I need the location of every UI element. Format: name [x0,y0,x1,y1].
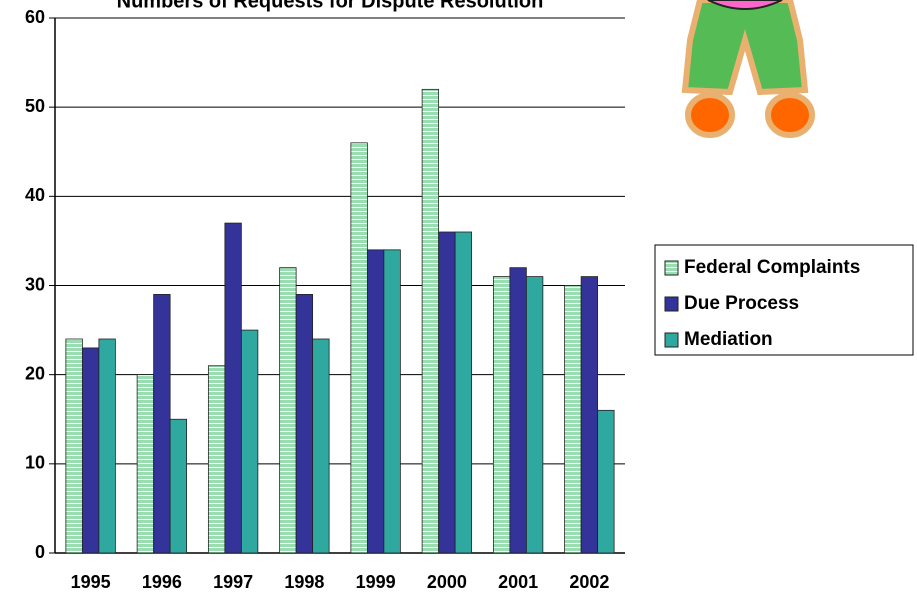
bar [421,88,440,554]
bar [169,418,188,554]
y-tick-label: 10 [25,453,45,473]
bar [312,338,330,554]
x-tick-label: 1996 [142,572,182,592]
x-tick-label: 1998 [284,572,324,592]
y-tick-label: 40 [25,185,45,205]
cartoon [681,0,815,138]
bar [492,276,511,554]
bar [136,374,155,554]
bar [564,285,582,554]
bar [65,338,83,554]
y-tick-label: 20 [25,363,45,383]
bar [525,276,544,554]
bar [207,365,226,554]
bar [350,142,368,554]
x-tick-label: 1999 [356,572,396,592]
x-tick-label: 1997 [213,572,253,592]
legend-label: Mediation [684,329,773,350]
bar [98,338,116,554]
legend-label: Due Process [684,293,799,314]
legend-label: Federal Complaints [684,257,860,278]
bar [454,231,473,554]
bar [81,347,100,554]
x-tick-label: 2002 [569,572,609,592]
x-tick-label: 1995 [71,572,111,592]
x-tick-label: 2000 [427,572,467,592]
bar [580,276,599,554]
bar [597,409,615,554]
bar [295,294,314,554]
legend-swatch [664,332,679,348]
bar [509,267,527,554]
bar [366,249,385,554]
y-tick-label: 60 [25,7,45,27]
y-tick-label: 0 [35,542,45,562]
bar [224,222,242,554]
y-tick-label: 30 [25,274,45,294]
bar [279,267,297,554]
bar [383,249,401,554]
bar [153,294,171,554]
legend-box [654,244,914,356]
legend-swatch [664,260,679,276]
bar [438,231,456,554]
chart-title: Numbers of Requests for Dispute Resoluti… [117,0,544,12]
y-tick-label: 50 [25,96,45,116]
legend-swatch [664,296,679,312]
x-tick-label: 2001 [498,572,538,592]
bar [240,329,259,554]
